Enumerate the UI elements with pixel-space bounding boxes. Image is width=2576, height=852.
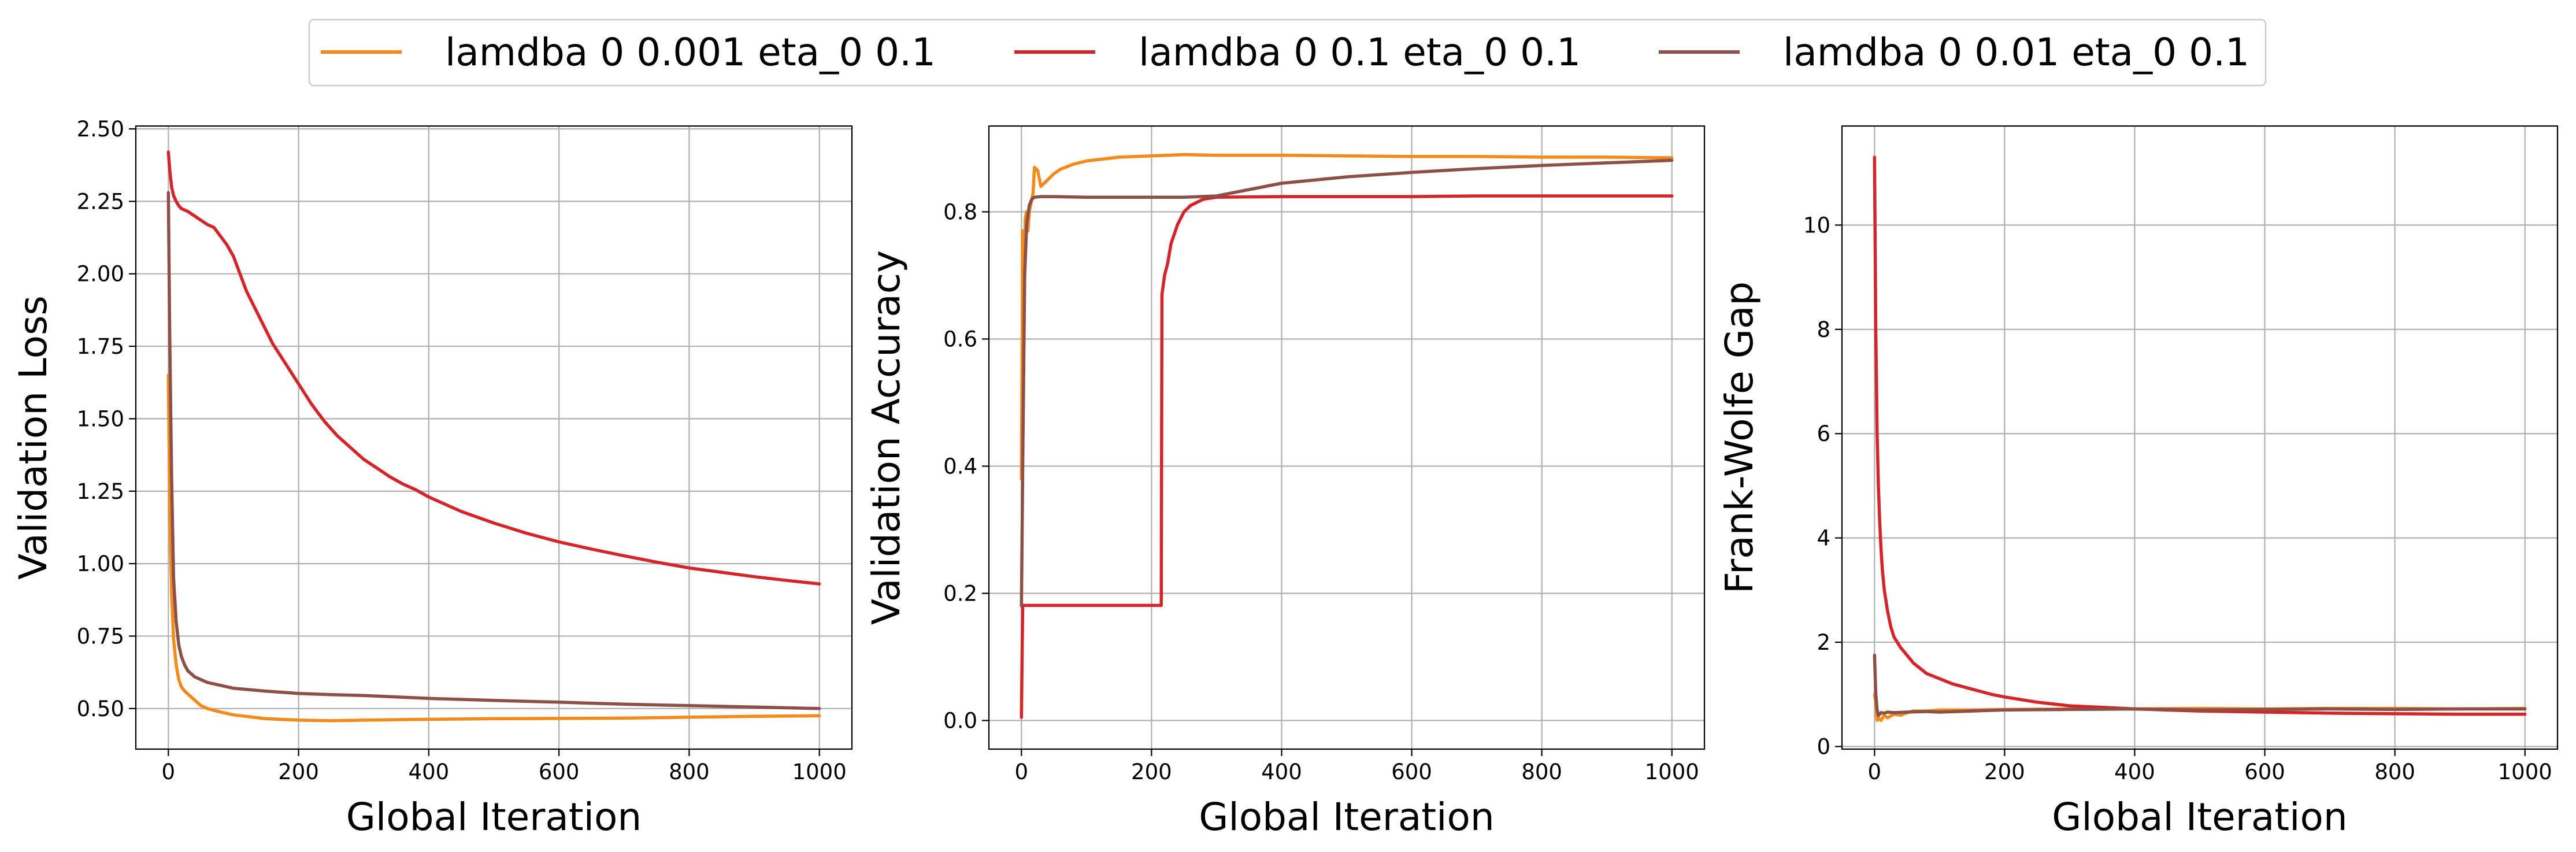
x-tick-label: 200 bbox=[1131, 760, 1172, 784]
legend-frame bbox=[308, 18, 2267, 87]
x-tick-label: 600 bbox=[539, 760, 580, 784]
y-tick-label: 1.00 bbox=[77, 551, 124, 576]
y-tick-label: 0.2 bbox=[943, 581, 977, 606]
x-tick-label: 0 bbox=[162, 760, 176, 784]
legend: lamdba 0 0.001 eta_0 0.1 lamdba 0 0.1 eta… bbox=[308, 18, 2267, 87]
y-tick-label: 0.50 bbox=[77, 697, 124, 721]
x-tick-label: 600 bbox=[1391, 760, 1432, 784]
y-tick-label: 2.50 bbox=[77, 117, 124, 142]
series-group bbox=[166, 150, 821, 723]
series-line-2 bbox=[1873, 155, 2527, 716]
y-tick-label: 8 bbox=[1817, 317, 1830, 342]
x-tick-label: 400 bbox=[1261, 760, 1302, 784]
legend-label: lamdba 0 0.1 eta_0 0.1 bbox=[1139, 30, 1581, 75]
x-axis-title: Global Iteration bbox=[1199, 795, 1494, 839]
x-tick-label: 400 bbox=[409, 760, 450, 784]
y-tick-label: 0.4 bbox=[943, 454, 977, 479]
x-tick-label: 0 bbox=[1867, 760, 1881, 784]
x-tick-label: 400 bbox=[2114, 760, 2155, 784]
y-tick-label: 2.25 bbox=[77, 189, 124, 214]
legend-label: lamdba 0 0.01 eta_0 0.1 bbox=[1783, 30, 2249, 75]
x-tick-label: 1000 bbox=[1645, 760, 1699, 784]
y-tick-label: 4 bbox=[1817, 526, 1830, 551]
y-tick-label: 6 bbox=[1817, 421, 1830, 446]
x-tick-label: 200 bbox=[1984, 760, 2025, 784]
chart-panel-1: 0 200 400 600 800 1000 0.50 0.75 1.00 1.25 1.50 1.7… bbox=[11, 117, 853, 839]
y-tick-label: 0 bbox=[1817, 734, 1830, 759]
x-tick-label: 1000 bbox=[792, 760, 847, 784]
series-line-1 bbox=[1873, 692, 2527, 723]
y-axis-title: Validation Loss bbox=[11, 295, 55, 580]
y-tick-label: 0.0 bbox=[943, 709, 977, 734]
legend-label: lamdba 0 0.001 eta_0 0.1 bbox=[445, 30, 936, 75]
x-tick-label: 800 bbox=[2374, 760, 2415, 784]
y-tick-label: 2 bbox=[1817, 630, 1830, 655]
y-tick-label: 0.6 bbox=[943, 327, 977, 352]
plot-frame bbox=[1841, 125, 2559, 750]
chart-panel-3: 0 200 400 600 800 1000 0 2 4 6 8 10 Global Iteration… bbox=[1717, 125, 2559, 839]
plot-frame bbox=[988, 125, 1706, 750]
series-line-2 bbox=[166, 150, 821, 586]
x-axis-title: Global Iteration bbox=[2052, 795, 2347, 839]
series-line-3 bbox=[1020, 158, 1674, 608]
x-tick-label: 1000 bbox=[2498, 760, 2552, 784]
y-tick-label: 1.25 bbox=[77, 479, 124, 504]
plot-frame bbox=[135, 125, 853, 750]
series-group bbox=[1020, 153, 1674, 719]
series-line-1 bbox=[166, 373, 821, 723]
series-group bbox=[1873, 155, 2527, 723]
x-tick-label: 800 bbox=[669, 760, 710, 784]
y-tick-label: 10 bbox=[1803, 213, 1830, 238]
x-tick-label: 800 bbox=[1521, 760, 1562, 784]
chart-panels: 0 200 400 600 800 10000.500.751.001.251.501.7… bbox=[11, 117, 2559, 839]
y-tick-label: 1.75 bbox=[77, 334, 124, 359]
y-tick-label: 0.75 bbox=[77, 624, 124, 649]
series-line-3 bbox=[166, 191, 821, 710]
y-tick-label: 2.00 bbox=[77, 262, 124, 287]
x-tick-label: 600 bbox=[2244, 760, 2285, 784]
x-axis-title: Global Iteration bbox=[346, 795, 642, 839]
chart-panel-2: 0 200 400 600 800 1000 0.0 0.2 0.4 0.6 0.8 Global I… bbox=[864, 125, 1706, 839]
series-line-2 bbox=[1020, 194, 1674, 719]
y-tick-label: 1.50 bbox=[77, 406, 124, 431]
x-tick-label: 200 bbox=[278, 760, 319, 784]
series-line-3 bbox=[1873, 653, 2527, 717]
series-line-1 bbox=[1020, 153, 1674, 481]
x-tick-label: 0 bbox=[1014, 760, 1028, 784]
y-axis-title: Validation Accuracy bbox=[864, 250, 909, 625]
y-axis-title: Frank-Wolfe Gap bbox=[1717, 281, 1762, 594]
y-tick-label: 0.8 bbox=[943, 200, 977, 225]
